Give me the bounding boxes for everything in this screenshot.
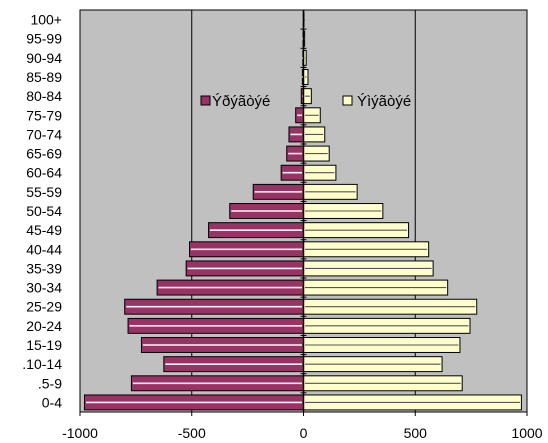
bar-1-16: [303, 88, 312, 105]
y-tick-label: 40-44: [26, 241, 62, 257]
x-tick-label: 0: [300, 425, 308, 441]
bar-0-0: [83, 394, 304, 411]
x-tick-labels: -1000 -500 0 500 1000: [62, 412, 543, 441]
y-tick-label: .5-9: [38, 375, 62, 391]
legend-swatch-0: [200, 95, 211, 106]
bar-1-13: [303, 145, 330, 162]
bar-1-6: [303, 279, 449, 296]
bar-1-5: [303, 298, 478, 315]
bar-0-3: [140, 337, 304, 353]
bar-1-4: [303, 317, 471, 334]
y-tick-label: 50-54: [26, 203, 62, 219]
x-tick-label: 500: [404, 425, 428, 441]
bar-1-0: [303, 394, 522, 411]
bar-1-15: [303, 107, 321, 124]
y-tick-label: 60-64: [26, 165, 62, 181]
x-tick-label: 1000: [511, 425, 542, 441]
legend-label-0: Ýðýãòýé: [212, 93, 270, 110]
bar-0-9: [208, 222, 304, 239]
y-tick-label: .10-14: [22, 356, 62, 372]
y-tick-label: 80-84: [26, 88, 62, 104]
y-tick-label: 15-19: [26, 337, 62, 353]
bar-0-15: [295, 107, 304, 124]
y-tick-label: 95-99: [26, 31, 62, 47]
bar-1-12: [303, 164, 337, 181]
bar-0-10: [229, 203, 304, 219]
y-tick-label: 0-4: [42, 394, 62, 410]
y-tick-label: 70-74: [26, 126, 62, 142]
y-tick-label: 25-29: [26, 299, 62, 315]
y-tick-label: 65-69: [26, 146, 62, 162]
y-tick-label: 90-94: [26, 50, 62, 66]
y-tick-label: 85-89: [26, 69, 62, 85]
bar-1-7: [303, 260, 434, 277]
bar-1-2: [303, 356, 443, 373]
y-tick-label: 20-24: [26, 318, 62, 334]
bar-0-6: [156, 279, 304, 296]
legend: Ýðýãòýé Ýìýãòýé: [200, 93, 411, 110]
bar-0-5: [124, 298, 304, 315]
bar-0-14: [288, 126, 305, 143]
bar-0-13: [286, 145, 304, 162]
bar-1-8: [303, 241, 430, 258]
bar-1-11: [303, 183, 358, 200]
y-tick-label: 75-79: [26, 107, 62, 123]
bar-0-12: [280, 164, 304, 181]
bar-0-11: [252, 183, 304, 200]
bar-0-1: [130, 375, 304, 392]
bars: [83, 11, 522, 411]
x-tick-label: -1000: [62, 425, 98, 441]
bar-1-3: [303, 337, 461, 353]
bar-1-9: [303, 222, 410, 239]
y-tick-labels: 0-4 .5-9 .10-14 15-19 20-24 25-29 30-34 35-39 40…: [22, 12, 62, 411]
bar-0-8: [189, 241, 304, 258]
y-tick-label: 45-49: [26, 222, 62, 238]
bar-0-4: [127, 317, 304, 334]
legend-swatch-1: [342, 95, 353, 106]
x-tick-label: -500: [178, 425, 206, 441]
center-axis: [300, 9, 307, 413]
bar-1-14: [303, 126, 326, 143]
y-tick-label: 30-34: [26, 280, 62, 296]
y-tick-label: 55-59: [26, 184, 62, 200]
y-tick-label: 35-39: [26, 260, 62, 276]
y-tick-label: 100+: [30, 12, 62, 28]
bar-1-1: [303, 375, 463, 392]
legend-label-1: Ýìýãòýé: [357, 93, 411, 110]
bar-0-2: [163, 356, 304, 373]
bar-1-10: [303, 203, 384, 219]
bar-0-7: [185, 260, 305, 277]
